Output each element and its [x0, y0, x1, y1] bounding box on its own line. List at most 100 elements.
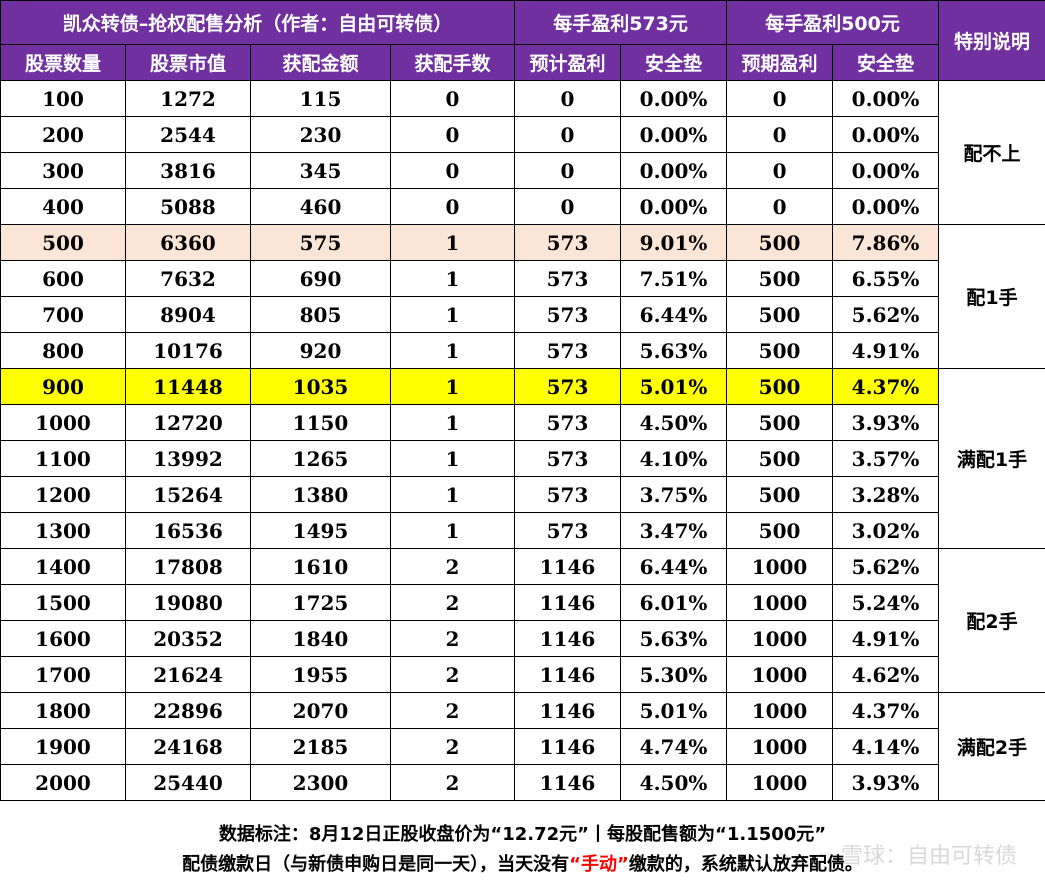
cell-allotted-lots: 1 — [389, 296, 516, 333]
cell-safety-margin-573: 3.75% — [620, 476, 728, 513]
cell-safety-margin-500: 3.02% — [832, 512, 940, 549]
cell-allotted-lots: 0 — [389, 80, 516, 117]
table-row: 1600 20352 1840 2 1146 5.63% 1000 4.91% — [0, 620, 1045, 657]
cell-expected-profit-573: 0 — [514, 188, 622, 225]
cell-expected-profit-500: 1000 — [726, 692, 834, 729]
table-row: 1800 22896 2070 2 1146 5.01% 1000 4.37% 满配2手 — [0, 692, 1045, 801]
cell-expected-profit-500: 500 — [726, 440, 834, 477]
special-note: 满配1手 — [938, 368, 1045, 549]
cell-allotted-lots: 1 — [389, 332, 516, 369]
cell-shares: 300 — [0, 152, 126, 189]
col-header-allotted-amount: 获配金额 — [250, 44, 391, 81]
cell-shares: 2000 — [0, 764, 126, 801]
cell-allotted-amount: 690 — [250, 260, 391, 297]
table-row: 1200 15264 1380 1 573 3.75% 500 3.28% — [0, 476, 1045, 513]
footer-line-2: 配债缴款日（与新债申购日是同一天），当天没有“手动”缴款的，系统默认放弃配债。 — [0, 850, 1045, 876]
group-header-500: 每手盈利500元 — [726, 0, 940, 45]
cell-expected-profit-500: 500 — [726, 332, 834, 369]
cell-expected-profit-573: 1146 — [514, 584, 622, 621]
cell-allotted-lots: 0 — [389, 152, 516, 189]
footer-line-2-emphasis: “手动” — [569, 854, 629, 875]
cell-safety-margin-573: 0.00% — [620, 80, 728, 117]
cell-allotted-amount: 2185 — [250, 728, 391, 765]
cell-allotted-lots: 1 — [389, 476, 516, 513]
cell-expected-profit-573: 1146 — [514, 656, 622, 693]
cell-shares: 1800 — [0, 692, 126, 729]
special-note: 配1手 — [938, 224, 1045, 369]
cell-expected-profit-573: 1146 — [514, 620, 622, 657]
cell-expected-profit-500: 500 — [726, 404, 834, 441]
cell-allotted-lots: 1 — [389, 368, 516, 405]
cell-allotted-amount: 2300 — [250, 764, 391, 801]
cell-safety-margin-573: 5.01% — [620, 368, 728, 405]
cell-expected-profit-500: 500 — [726, 224, 834, 261]
cell-expected-profit-500: 500 — [726, 296, 834, 333]
allotment-table: 凯众转债–抢权配售分析（作者：自由可转债） 每手盈利573元 每手盈利500元 … — [0, 0, 1045, 801]
cell-expected-profit-500: 1000 — [726, 764, 834, 801]
cell-safety-margin-573: 4.74% — [620, 728, 728, 765]
cell-shares: 1100 — [0, 440, 126, 477]
cell-shares: 1900 — [0, 728, 126, 765]
cell-allotted-amount: 1380 — [250, 476, 391, 513]
cell-safety-margin-500: 4.91% — [832, 332, 940, 369]
table-row: 2000 25440 2300 2 1146 4.50% 1000 3.93% — [0, 764, 1045, 801]
table-row: 200 2544 230 0 0 0.00% 0 0.00% — [0, 116, 1045, 153]
cell-allotted-lots: 1 — [389, 512, 516, 549]
cell-allotted-amount: 115 — [250, 80, 391, 117]
cell-expected-profit-573: 573 — [514, 368, 622, 405]
cell-safety-margin-573: 5.63% — [620, 332, 728, 369]
cell-safety-margin-500: 4.37% — [832, 692, 940, 729]
table-body: 100 1272 115 0 0 0.00% 0 0.00% 配不上 200 2544 230 0 0 0.… — [0, 80, 1045, 801]
table-row: 1400 17808 1610 2 1146 6.44% 1000 5.62% 配2手 — [0, 548, 1045, 693]
cell-shares: 1700 — [0, 656, 126, 693]
table-row: 100 1272 115 0 0 0.00% 0 0.00% 配不上 — [0, 80, 1045, 225]
cell-safety-margin-500: 0.00% — [832, 116, 940, 153]
table-row: 1900 24168 2185 2 1146 4.74% 1000 4.14% — [0, 728, 1045, 765]
cell-allotted-amount: 920 — [250, 332, 391, 369]
cell-safety-margin-573: 0.00% — [620, 152, 728, 189]
cell-allotted-lots: 1 — [389, 440, 516, 477]
cell-safety-margin-500: 5.62% — [832, 548, 940, 585]
cell-shares: 1000 — [0, 404, 126, 441]
cell-allotted-lots: 2 — [389, 764, 516, 801]
cell-allotted-amount: 575 — [250, 224, 391, 261]
cell-allotted-amount: 1840 — [250, 620, 391, 657]
cell-market-value: 17808 — [125, 548, 251, 585]
cell-expected-profit-573: 1146 — [514, 764, 622, 801]
cell-market-value: 16536 — [125, 512, 251, 549]
cell-expected-profit-500: 1000 — [726, 656, 834, 693]
table-row: 600 7632 690 1 573 7.51% 500 6.55% — [0, 260, 1045, 297]
cell-shares: 800 — [0, 332, 126, 369]
cell-allotted-lots: 2 — [389, 584, 516, 621]
cell-shares: 400 — [0, 188, 126, 225]
cell-safety-margin-500: 5.24% — [832, 584, 940, 621]
cell-expected-profit-500: 1000 — [726, 728, 834, 765]
cell-allotted-lots: 0 — [389, 116, 516, 153]
col-header-expected-profit-573: 预计盈利 — [514, 44, 622, 81]
cell-allotted-lots: 2 — [389, 656, 516, 693]
cell-safety-margin-500: 4.62% — [832, 656, 940, 693]
cell-safety-margin-500: 3.57% — [832, 440, 940, 477]
cell-market-value: 2544 — [125, 116, 251, 153]
cell-allotted-amount: 1725 — [250, 584, 391, 621]
table-row: 500 6360 575 1 573 9.01% 500 7.86% 配1手 — [0, 224, 1045, 369]
special-note: 配不上 — [938, 80, 1045, 225]
table-row: 1700 21624 1955 2 1146 5.30% 1000 4.62% — [0, 656, 1045, 693]
cell-expected-profit-500: 0 — [726, 188, 834, 225]
cell-allotted-lots: 1 — [389, 224, 516, 261]
cell-allotted-lots: 1 — [389, 404, 516, 441]
cell-safety-margin-573: 0.00% — [620, 188, 728, 225]
cell-market-value: 24168 — [125, 728, 251, 765]
cell-safety-margin-500: 0.00% — [832, 80, 940, 117]
cell-allotted-amount: 1495 — [250, 512, 391, 549]
cell-safety-margin-573: 6.01% — [620, 584, 728, 621]
table-row: 1100 13992 1265 1 573 4.10% 500 3.57% — [0, 440, 1045, 477]
cell-expected-profit-500: 1000 — [726, 620, 834, 657]
cell-allotted-amount: 460 — [250, 188, 391, 225]
cell-safety-margin-500: 6.55% — [832, 260, 940, 297]
cell-safety-margin-500: 4.14% — [832, 728, 940, 765]
cell-market-value: 8904 — [125, 296, 251, 333]
cell-shares: 1600 — [0, 620, 126, 657]
col-header-shares: 股票数量 — [0, 44, 126, 81]
cell-expected-profit-500: 500 — [726, 512, 834, 549]
